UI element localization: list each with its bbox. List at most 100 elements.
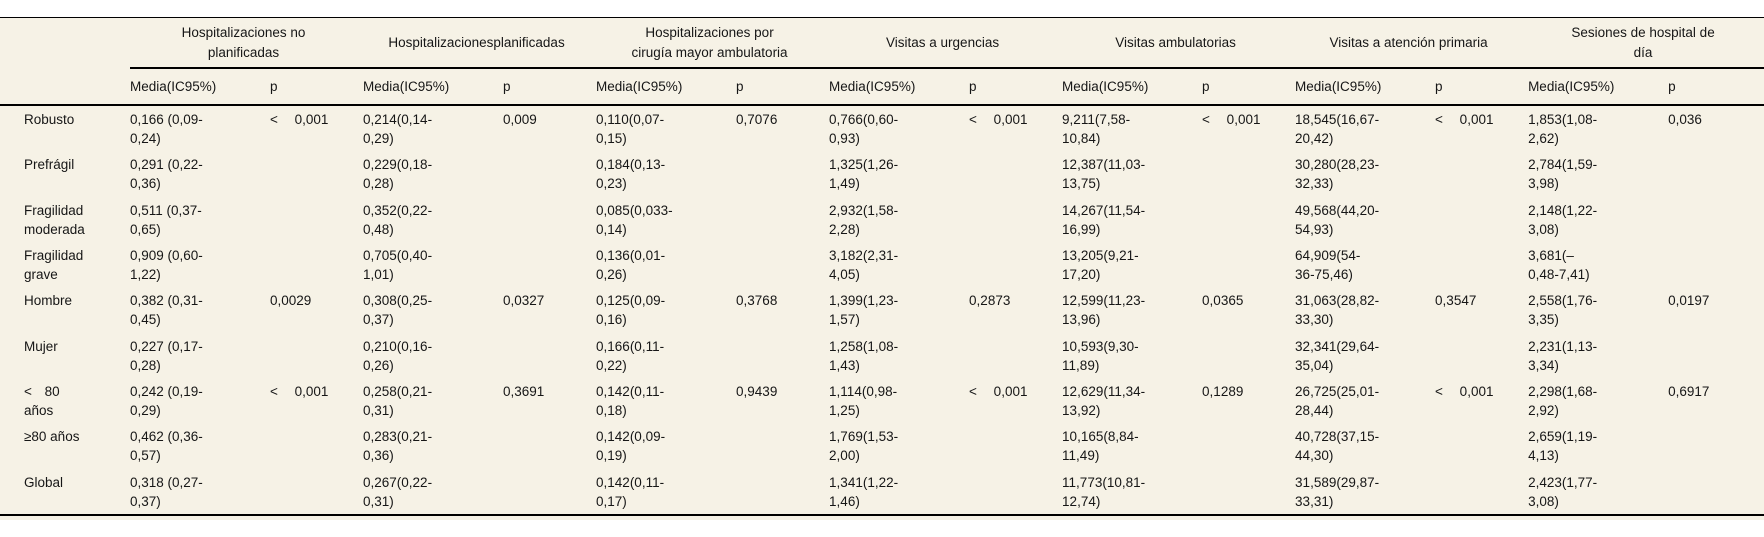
p-value-cell: 0,0327	[503, 293, 545, 309]
p-value-cell	[270, 468, 364, 516]
table-row: Mujer 0,227 (0,17- 0,28) 0,210(0,16- 0,26)…	[0, 333, 1764, 378]
p-value-cell	[1202, 151, 1295, 196]
row-label: Fragilidad moderada	[24, 202, 85, 237]
media-ci-cell: 3,681(– 0,48-7,41)	[1528, 247, 1590, 283]
table-row: ≥80 años 0,462 (0,36- 0,57) 0,283(0,21- 0,…	[0, 423, 1764, 468]
p-value-cell	[270, 197, 363, 242]
p-value-cell	[969, 242, 1062, 287]
subheader-media: Media(IC95%)	[596, 68, 737, 106]
media-ci-cell: 0,352(0,22- 0,48)	[363, 202, 433, 237]
p-value-cell: 0,0365	[1202, 293, 1244, 309]
media-ci-cell: 2,784(1,59- 3,98)	[1528, 157, 1598, 192]
p-value-cell	[1668, 468, 1764, 516]
media-ci-cell: 2,231(1,13- 3,34)	[1528, 338, 1598, 373]
media-ci-cell: 0,229(0,18- 0,28)	[363, 157, 433, 192]
media-ci-cell: 9,211(7,58- 10,84)	[1062, 112, 1131, 147]
p-value-cell: 0,0029	[270, 293, 312, 309]
media-ci-cell: 0,382 (0,31- 0,45)	[130, 293, 203, 328]
media-ci-cell: 1,114(0,98- 1,25)	[829, 383, 898, 419]
row-label: Robusto	[24, 112, 75, 127]
subheader-p: p	[1202, 68, 1296, 106]
subheader-p: p	[503, 68, 597, 106]
media-ci-cell: 64,909(54- 36-75,46)	[1295, 247, 1361, 283]
p-value-cell: < 0,001	[969, 383, 1028, 399]
row-label: Global	[0, 468, 130, 516]
table-row: Global 0,318 (0,27- 0,37) 0,267(0,22- 0,31…	[0, 468, 1764, 516]
p-value-cell	[503, 468, 597, 516]
p-value-cell	[736, 151, 829, 196]
group-header-atencion-primaria: Visitas a atención primaria	[1295, 17, 1529, 69]
row-label: Mujer	[24, 338, 58, 354]
subheader-p: p	[1435, 68, 1529, 106]
p-value-cell	[1202, 242, 1295, 287]
media-ci-cell: 49,568(44,20- 54,93)	[1295, 202, 1380, 237]
media-ci-cell: 0,766(0,60- 0,93)	[829, 112, 899, 147]
p-value-cell	[1435, 423, 1528, 468]
group-header-hosp-planificadas: Hospitalizacionesplanificadas	[363, 17, 597, 69]
media-ci-cell: 18,545(16,67- 20,42)	[1295, 112, 1380, 147]
media-ci-cell: 0,308(0,25- 0,37)	[363, 293, 433, 328]
subheader-media: Media(IC95%)	[1062, 68, 1203, 106]
media-ci-cell: 40,728(37,15- 44,30)	[1295, 429, 1380, 464]
subheader-media: Media(IC95%)	[1528, 68, 1669, 106]
corner-cell	[0, 17, 130, 68]
media-ci-cell: 0,705(0,40- 1,01)	[363, 247, 433, 283]
subheader-media: Media(IC95%)	[363, 68, 504, 106]
media-ci-cell: 0,227 (0,17- 0,28)	[130, 338, 203, 373]
media-ci-cell: 0,166 (0,09- 0,24)	[130, 112, 203, 147]
media-ci-cell: 12,387(11,03- 13,75)	[1062, 157, 1146, 192]
p-value-cell: 0,1289	[1202, 383, 1244, 399]
media-ci-cell: 0,166(0,11- 0,22)	[596, 338, 665, 373]
corner-cell-sub	[0, 68, 130, 106]
p-value-cell	[1435, 197, 1528, 242]
p-value-cell	[969, 423, 1062, 468]
media-ci-cell: 0,210(0,16- 0,26)	[363, 338, 433, 373]
media-ci-cell: 10,593(9,30- 11,89)	[1062, 338, 1139, 373]
p-value-cell	[270, 423, 363, 468]
p-value-cell: < 0,001	[1435, 112, 1494, 127]
media-ci-cell: 0,283(0,21- 0,36)	[363, 429, 433, 464]
p-value-cell	[1668, 151, 1764, 196]
p-value-cell	[1668, 423, 1764, 468]
group-header-ambulatorias: Visitas ambulatorias	[1062, 17, 1296, 69]
p-value-cell: < 0,001	[969, 112, 1028, 127]
p-value-cell	[969, 468, 1063, 516]
subheader-p: p	[736, 68, 830, 106]
p-value-cell	[736, 333, 829, 378]
p-value-cell: 0,3691	[503, 383, 545, 399]
table-row: < 80 años 0,242 (0,19- 0,29) < 0,001 0,258(…	[0, 378, 1764, 423]
row-label: ≥80 años	[24, 429, 80, 445]
p-value-cell	[969, 151, 1062, 196]
group-header-hospital-dia: Sesiones de hospital de día	[1528, 17, 1764, 69]
media-ci-cell: 0,242 (0,19- 0,29)	[130, 383, 203, 419]
subheader-media: Media(IC95%)	[130, 68, 270, 106]
subheader-p: p	[1668, 68, 1764, 106]
p-value-cell	[1202, 197, 1295, 242]
p-value-cell: 0,3547	[1435, 293, 1477, 309]
media-ci-cell: 31,589(29,87- 33,31)	[1295, 468, 1436, 516]
p-value-cell: < 0,001	[270, 112, 329, 127]
p-value-cell: < 0,001	[1202, 112, 1261, 127]
subheader-row: Media(IC95%) p Media(IC95%) p Media(IC95…	[0, 68, 1764, 106]
media-ci-cell: 0,267(0,22- 0,31)	[363, 468, 504, 516]
media-ci-cell: 0,125(0,09- 0,16)	[596, 293, 666, 328]
media-ci-cell: 2,148(1,22- 3,08)	[1528, 202, 1598, 237]
p-value-cell: 0,6917	[1668, 383, 1710, 399]
media-ci-cell: 10,165(8,84- 11,49)	[1062, 429, 1139, 464]
row-label: Prefrágil	[24, 157, 75, 173]
media-ci-cell: 2,298(1,68- 2,92)	[1528, 383, 1598, 419]
media-ci-cell: 0,511 (0,37- 0,65)	[130, 202, 202, 237]
p-value-cell	[270, 151, 363, 196]
subheader-p: p	[270, 68, 364, 106]
media-ci-cell: 2,659(1,19- 4,13)	[1528, 429, 1598, 464]
media-ci-cell: 0,142(0,11- 0,17)	[596, 468, 737, 516]
subheader-media: Media(IC95%)	[829, 68, 970, 106]
p-value-cell	[1668, 333, 1764, 378]
p-value-cell	[969, 197, 1062, 242]
row-label: < 80 años	[24, 383, 60, 419]
media-ci-cell: 0,184(0,13- 0,23)	[596, 157, 666, 192]
media-ci-cell: 11,773(10,81- 12,74)	[1062, 468, 1203, 516]
media-ci-cell: 0,110(0,07- 0,15)	[596, 112, 665, 147]
p-value-cell	[1202, 468, 1296, 516]
media-ci-cell: 1,341(1,22- 1,46)	[829, 468, 970, 516]
